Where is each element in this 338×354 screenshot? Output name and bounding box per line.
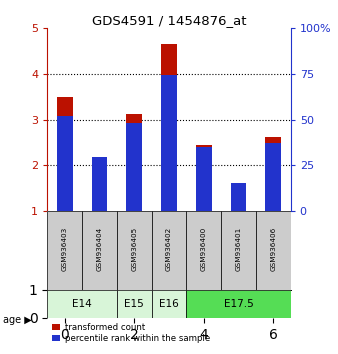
Bar bbox=[152, 211, 186, 290]
Bar bbox=[196, 147, 212, 211]
Bar bbox=[126, 114, 142, 211]
Bar bbox=[231, 183, 246, 211]
Text: GSM936403: GSM936403 bbox=[62, 227, 68, 271]
Bar bbox=[231, 194, 246, 211]
Bar bbox=[57, 116, 73, 211]
Bar bbox=[256, 211, 291, 290]
Bar bbox=[186, 290, 291, 318]
Title: GDS4591 / 1454876_at: GDS4591 / 1454876_at bbox=[92, 14, 246, 27]
Text: GSM936404: GSM936404 bbox=[96, 227, 102, 271]
Bar bbox=[196, 145, 212, 211]
Text: age ▶: age ▶ bbox=[3, 315, 32, 325]
Text: GSM936405: GSM936405 bbox=[131, 227, 137, 271]
Text: GSM936406: GSM936406 bbox=[270, 227, 276, 271]
Text: E16: E16 bbox=[159, 299, 179, 309]
Bar bbox=[186, 211, 221, 290]
Bar bbox=[161, 44, 177, 75]
Bar bbox=[221, 211, 256, 290]
Bar bbox=[117, 211, 152, 290]
Bar bbox=[47, 211, 82, 290]
Bar bbox=[57, 97, 73, 116]
Bar bbox=[117, 290, 152, 318]
Text: E14: E14 bbox=[72, 299, 92, 309]
Text: E17.5: E17.5 bbox=[224, 299, 254, 309]
Legend: transformed count, percentile rank within the sample: transformed count, percentile rank withi… bbox=[52, 322, 211, 344]
Bar bbox=[161, 75, 177, 211]
Text: GSM936401: GSM936401 bbox=[236, 227, 242, 271]
Text: GSM936402: GSM936402 bbox=[166, 227, 172, 271]
Bar bbox=[47, 290, 117, 318]
Bar bbox=[82, 211, 117, 290]
Bar bbox=[92, 157, 107, 211]
Bar bbox=[265, 143, 281, 211]
Bar bbox=[126, 114, 142, 123]
Bar bbox=[152, 290, 186, 318]
Bar bbox=[126, 123, 142, 211]
Text: E15: E15 bbox=[124, 299, 144, 309]
Text: GSM936400: GSM936400 bbox=[201, 227, 207, 271]
Bar bbox=[265, 137, 281, 211]
Bar bbox=[265, 137, 281, 143]
Bar bbox=[161, 44, 177, 211]
Bar bbox=[92, 157, 107, 211]
Bar bbox=[196, 145, 212, 147]
Bar bbox=[57, 97, 73, 211]
